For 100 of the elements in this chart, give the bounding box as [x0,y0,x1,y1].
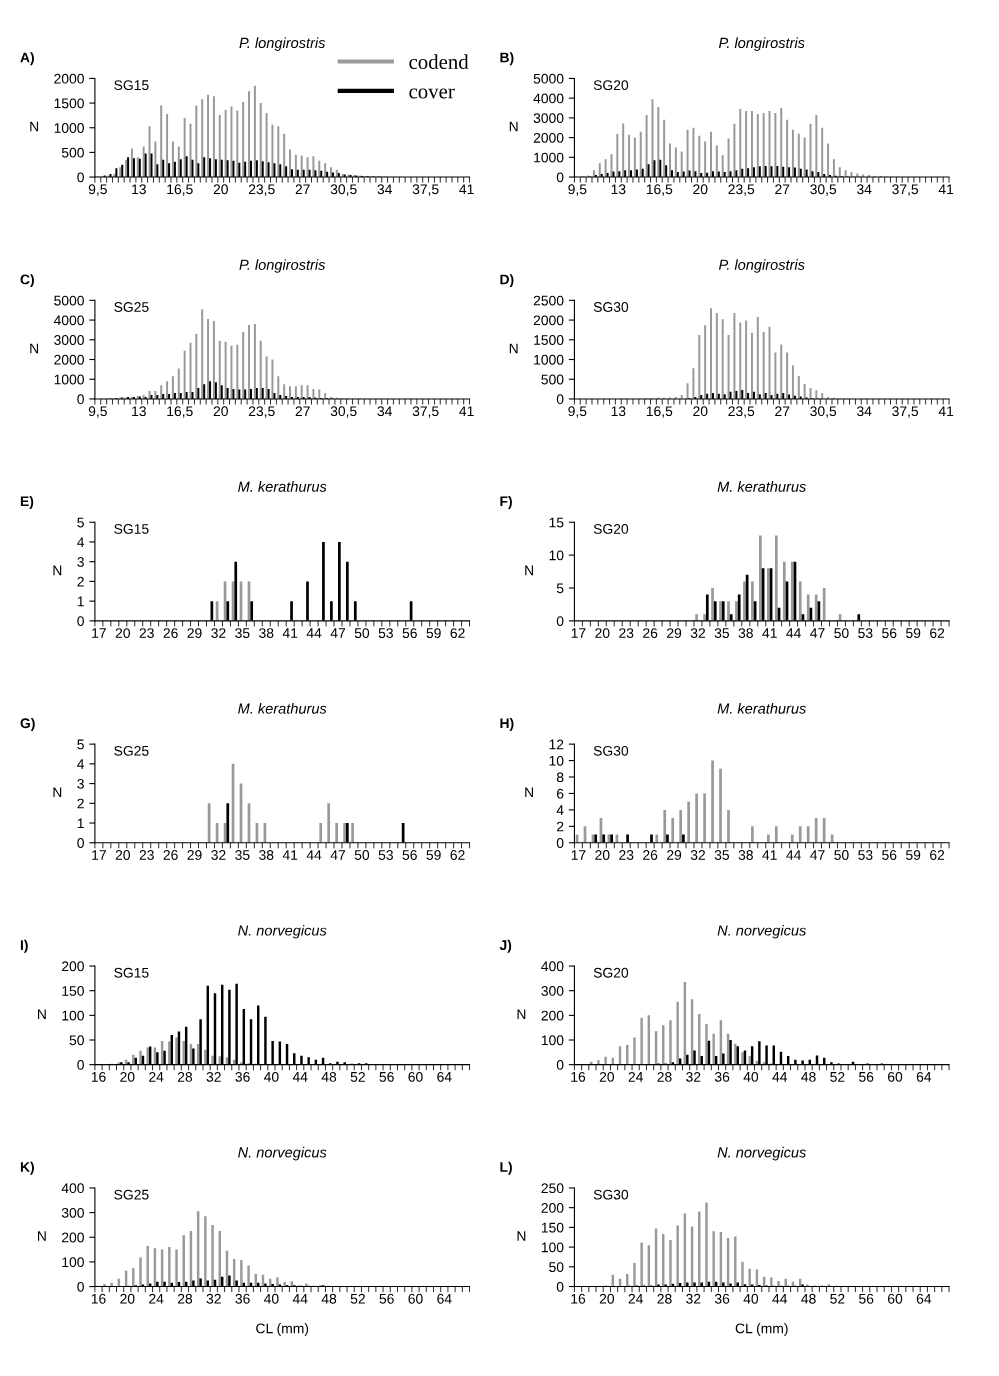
y-tick-label: 500 [61,147,84,158]
y-axis-title: N [525,787,533,798]
x-tick-label: 32 [686,1071,701,1082]
x-tick-label: 52 [350,1071,365,1082]
y-tick-label: 0 [556,838,564,848]
x-tick-label: 34 [856,406,872,417]
x-tick-label: 56 [402,628,417,638]
legend-label: codend [409,54,469,70]
y-tick-label: 0 [77,616,84,627]
x-tick-label: 20 [595,850,610,860]
y-tick-label: 0 [77,172,84,183]
y-tick-label: 5000 [533,73,564,84]
x-tick-label: 27 [295,406,310,416]
x-tick-label: 53 [378,850,393,860]
x-tick-label: 20 [213,184,228,195]
text: H) [500,717,514,731]
y-tick-label: 5 [77,517,84,528]
chart-title: P. longirostris [718,37,805,51]
x-tick-label: 48 [321,1293,337,1304]
x-tick-label: 17 [92,850,106,860]
x-tick-label: 50 [354,850,370,860]
text: C) [20,274,34,288]
y-tick-label: 2000 [54,73,84,84]
y-tick-label: 4000 [53,315,84,326]
y-axis-title: N [517,1009,526,1019]
x-tick-label: 32 [206,1293,221,1304]
x-tick-label: 20 [595,628,610,638]
y-axis-title: N [30,343,39,354]
x-tick-label: 40 [264,1071,279,1082]
x-tick-label: 60 [888,1293,903,1304]
x-tick-label: 59 [426,850,441,860]
legend-label: cover [409,88,455,99]
x-tick-label: 28 [657,1293,672,1304]
y-tick-label: 0 [556,1281,564,1292]
y-tick-label: 10 [549,755,564,766]
x-tick-label: 24 [149,1293,164,1304]
x-tick-label: 50 [834,628,849,638]
x-tick-label: 48 [801,1071,816,1082]
x-tick-label: 32 [690,628,705,638]
x-tick-label: 56 [882,850,897,860]
chart-title: M. kerathurus [717,703,807,714]
y-tick-label: 8 [556,772,564,783]
x-tick-label: 30,5 [810,406,837,418]
x-tick-label: 60 [408,1071,423,1082]
y-axis-title: N [53,565,62,576]
x-tick-label: 48 [321,1071,337,1082]
x-tick-label: 32 [211,628,226,638]
x-tick-label: 16,5 [167,184,193,196]
y-tick-label: 100 [62,1010,84,1021]
y-tick-label: 0 [556,1059,564,1070]
y-axis-title: N [30,121,39,132]
x-tick-label: 16,5 [646,184,673,196]
y-tick-label: 500 [541,374,564,385]
y-tick-label: 1 [77,818,84,829]
x-tick-label: 23,5 [248,406,275,418]
x-tick-label: 38 [738,628,753,638]
y-axis-title: N [53,787,62,798]
x-tick-label: 62 [450,850,465,860]
chart-title: M. kerathurus [717,481,807,492]
x-tick-label: 36 [714,1071,730,1082]
x-tick-label: 29 [187,628,202,638]
y-tick-label: 1500 [534,335,564,345]
x-tick-label: 13 [611,184,626,195]
y-tick-label: 5 [556,583,564,594]
text: F) [500,496,512,509]
annotation: SG15 [114,967,149,978]
y-tick-label: 300 [541,986,564,996]
chart-title: N. norvegicus [717,1146,807,1161]
y-axis-title: N [509,343,518,354]
x-tick-label: 30,5 [330,184,357,196]
y-tick-label: 2500 [533,295,564,306]
x-tick-label: 44 [786,628,801,638]
x-tick-label: 34 [377,184,392,195]
x-tick-label: 36 [235,1293,250,1304]
x-tick-label: 9,5 [88,184,107,196]
annotation: SG20 [593,524,629,534]
x-tick-label: 47 [810,628,825,638]
x-tick-label: 24 [628,1293,643,1304]
x-tick-label: 32 [206,1071,221,1082]
x-tick-label: 20 [693,406,708,417]
x-tick-label: 41 [282,850,298,860]
x-tick-label: 23 [139,628,154,638]
y-tick-label: 0 [77,394,84,405]
x-tick-label: 16 [571,1071,586,1082]
x-axis-title: CL (mm) [735,1323,788,1337]
x-tick-label: 44 [306,850,322,860]
x-tick-label: 34 [377,406,392,417]
y-tick-label: 2000 [533,315,564,326]
x-tick-label: 16,5 [167,406,193,418]
x-tick-label: 26 [163,628,178,638]
x-tick-label: 38 [259,850,274,860]
annotation: SG20 [593,80,629,91]
x-tick-label: 28 [177,1293,193,1304]
x-tick-label: 41 [762,850,777,860]
x-tick-label: 23 [139,850,154,860]
annotation: SG30 [593,302,629,312]
x-tick-label: 52 [830,1293,845,1304]
annotation: SG25 [114,302,149,312]
x-tick-label: 38 [738,850,753,860]
chart-title: N. norvegicus [238,1146,327,1161]
